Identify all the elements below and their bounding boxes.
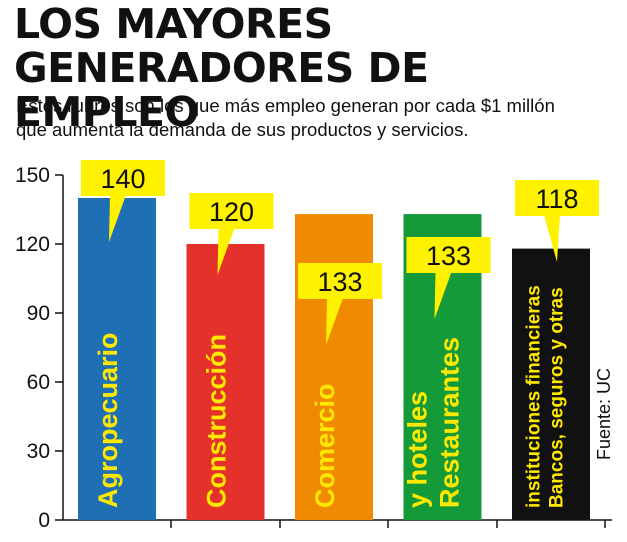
value-callout-box xyxy=(515,180,599,216)
y-tick-label: 30 xyxy=(27,440,50,463)
source-note: Fuente: UC xyxy=(594,367,614,460)
value-callout-box xyxy=(406,237,491,273)
y-tick-label: 90 xyxy=(27,302,50,325)
y-tick-label: 60 xyxy=(27,371,50,394)
value-callout-pointer xyxy=(544,215,560,262)
data-label: 133 xyxy=(426,241,471,271)
data-label: 120 xyxy=(209,197,254,227)
chart-title: LOS MAYORES GENERADORES DE EMPLEO xyxy=(14,2,627,134)
value-callout-pointer xyxy=(217,228,235,275)
bar xyxy=(78,198,156,520)
value-callout-box xyxy=(298,263,382,299)
chart-subtitle-line-2: que aumenta la demanda de sus productos … xyxy=(16,119,469,140)
data-label: 133 xyxy=(317,267,362,297)
y-tick-label: 120 xyxy=(15,233,50,256)
category-label: instituciones financieras xyxy=(524,285,545,508)
value-callout-box xyxy=(81,160,165,196)
category-label: Bancos, seguros y otras xyxy=(547,287,568,508)
data-label: 140 xyxy=(100,164,145,194)
category-label: y hoteles xyxy=(403,391,433,508)
chart-subtitle: Estos rubros son los que más empleo gene… xyxy=(16,94,555,142)
chart-title-line-2: GENERADORES DE EMPLEO xyxy=(14,44,429,136)
category-label: Agropecuario xyxy=(93,332,123,508)
category-label: Construcción xyxy=(202,334,232,508)
data-label: 118 xyxy=(535,184,578,214)
value-callout-pointer xyxy=(326,298,343,345)
bar xyxy=(186,244,265,520)
category-label: Restaurantes xyxy=(435,337,465,508)
y-tick-label: 0 xyxy=(38,509,50,532)
bar xyxy=(512,248,590,520)
value-callout-box xyxy=(189,193,274,229)
category-label: Comercio xyxy=(310,383,340,508)
chart-subtitle-line-1: Estos rubros son los que más empleo gene… xyxy=(16,95,555,116)
y-tick-label: 150 xyxy=(15,164,50,187)
value-callout-pointer xyxy=(434,272,452,319)
chart-title-line-1: LOS MAYORES xyxy=(14,0,333,48)
value-callout-pointer xyxy=(109,195,126,242)
